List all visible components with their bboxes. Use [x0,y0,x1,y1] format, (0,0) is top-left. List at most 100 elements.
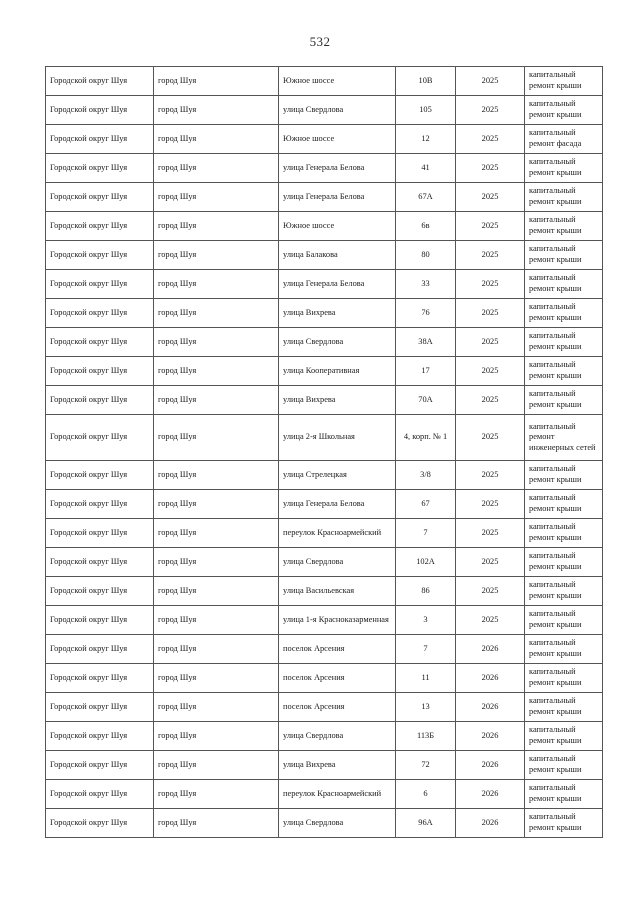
cell-street: Южное шоссе [278,211,396,241]
cell-settlement: город Шуя [153,182,279,212]
cell-street: Южное шоссе [278,66,396,96]
cell-house: 7 [395,634,456,664]
cell-settlement: город Шуя [153,779,279,809]
cell-year: 2026 [455,750,525,780]
cell-work: капитальный ремонт крыши [524,385,603,415]
cell-work: капитальный ремонт крыши [524,327,603,357]
cell-work: капитальный ремонт крыши [524,605,603,635]
cell-house: 67 [395,489,456,519]
cell-work: капитальный ремонт фасада [524,124,603,154]
cell-year: 2026 [455,808,525,838]
table-row: Городской округ Шуя город Шуя улица Коопер… [45,356,603,386]
cell-municipality: Городской округ Шуя [45,576,154,606]
table-row: Городской округ Шуя город Шуя улица Свердл… [45,95,603,125]
table-row: Городской округ Шуя город Шуя улица 2-я Шк… [45,414,603,461]
cell-year: 2025 [455,240,525,270]
cell-work: капитальный ремонт крыши [524,779,603,809]
cell-street: улица Вихрева [278,298,396,328]
cell-work: капитальный ремонт крыши [524,489,603,519]
cell-year: 2025 [455,298,525,328]
cell-house: 3/8 [395,460,456,490]
cell-settlement: город Шуя [153,518,279,548]
cell-year: 2025 [455,327,525,357]
table-row: Городской округ Шуя город Шуя улица Свердл… [45,327,603,357]
table-row: Городской округ Шуя город Шуя Южное шоссе 6… [45,211,603,241]
cell-house: 72 [395,750,456,780]
cell-municipality: Городской округ Шуя [45,460,154,490]
cell-street: улица Свердлова [278,721,396,751]
cell-municipality: Городской округ Шуя [45,414,154,461]
cell-year: 2026 [455,779,525,809]
cell-settlement: город Шуя [153,414,279,461]
cell-house: 10В [395,66,456,96]
cell-house: 4, корп. № 1 [395,414,456,461]
table-row: Городской округ Шуя город Шуя улица Свердл… [45,547,603,577]
cell-work: капитальный ремонт крыши [524,692,603,722]
cell-street: улица Свердлова [278,95,396,125]
cell-municipality: Городской округ Шуя [45,518,154,548]
cell-work: капитальный ремонт крыши [524,211,603,241]
cell-work: капитальный ремонт крыши [524,153,603,183]
cell-work: капитальный ремонт крыши [524,298,603,328]
cell-municipality: Городской округ Шуя [45,327,154,357]
table-row: Городской округ Шуя город Шуя поселок Арсе… [45,663,603,693]
cell-settlement: город Шуя [153,692,279,722]
cell-house: 113Б [395,721,456,751]
table-row: Городской округ Шуя город Шуя улица Вихрев… [45,750,603,780]
cell-street: улица Стрелецкая [278,460,396,490]
table-row: Городской округ Шуя город Шуя переулок Кра… [45,779,603,809]
cell-work: капитальный ремонт крыши [524,240,603,270]
cell-house: 17 [395,356,456,386]
cell-year: 2025 [455,460,525,490]
cell-work: капитальный ремонт крыши [524,663,603,693]
cell-house: 3 [395,605,456,635]
page-number: 532 [309,34,331,49]
cell-year: 2025 [455,182,525,212]
cell-municipality: Городской округ Шуя [45,721,154,751]
cell-municipality: Городской округ Шуя [45,605,154,635]
cell-street: улица Свердлова [278,808,396,838]
table-row: Городской округ Шуя город Шуя улица Свердл… [45,808,603,838]
cell-house: 33 [395,269,456,299]
cell-house: 6в [395,211,456,241]
cell-municipality: Городской округ Шуя [45,298,154,328]
cell-house: 38А [395,327,456,357]
cell-house: 105 [395,95,456,125]
capital-repair-table: Городской округ Шуя город Шуя Южное шоссе 1… [45,66,603,838]
cell-year: 2026 [455,721,525,751]
cell-work: капитальный ремонт крыши [524,576,603,606]
cell-settlement: город Шуя [153,634,279,664]
cell-work: капитальный ремонт крыши [524,356,603,386]
cell-municipality: Городской округ Шуя [45,779,154,809]
cell-street: переулок Красноармейский [278,518,396,548]
cell-year: 2025 [455,356,525,386]
cell-house: 102А [395,547,456,577]
cell-street: улица Генерала Белова [278,489,396,519]
cell-settlement: город Шуя [153,327,279,357]
cell-work: капитальный ремонт крыши [524,460,603,490]
cell-house: 13 [395,692,456,722]
cell-work: капитальный ремонт крыши [524,269,603,299]
cell-street: улица Балакова [278,240,396,270]
table-row: Городской округ Шуя город Шуя улица Свердл… [45,721,603,751]
cell-settlement: город Шуя [153,240,279,270]
cell-settlement: город Шуя [153,356,279,386]
cell-year: 2025 [455,385,525,415]
cell-street: улица Генерала Белова [278,182,396,212]
cell-settlement: город Шуя [153,298,279,328]
cell-municipality: Городской округ Шуя [45,692,154,722]
cell-year: 2025 [455,124,525,154]
cell-municipality: Городской округ Шуя [45,66,154,96]
table-row: Городской округ Шуя город Шуя улица Генера… [45,489,603,519]
cell-street: поселок Арсения [278,634,396,664]
cell-year: 2025 [455,518,525,548]
cell-work: капитальный ремонт крыши [524,634,603,664]
table-row: Городской округ Шуя город Шуя улица Вихрев… [45,298,603,328]
cell-settlement: город Шуя [153,576,279,606]
cell-work: капитальный ремонт крыши [524,721,603,751]
cell-municipality: Городской округ Шуя [45,269,154,299]
cell-house: 67А [395,182,456,212]
cell-settlement: город Шуя [153,460,279,490]
cell-year: 2025 [455,605,525,635]
cell-year: 2025 [455,269,525,299]
